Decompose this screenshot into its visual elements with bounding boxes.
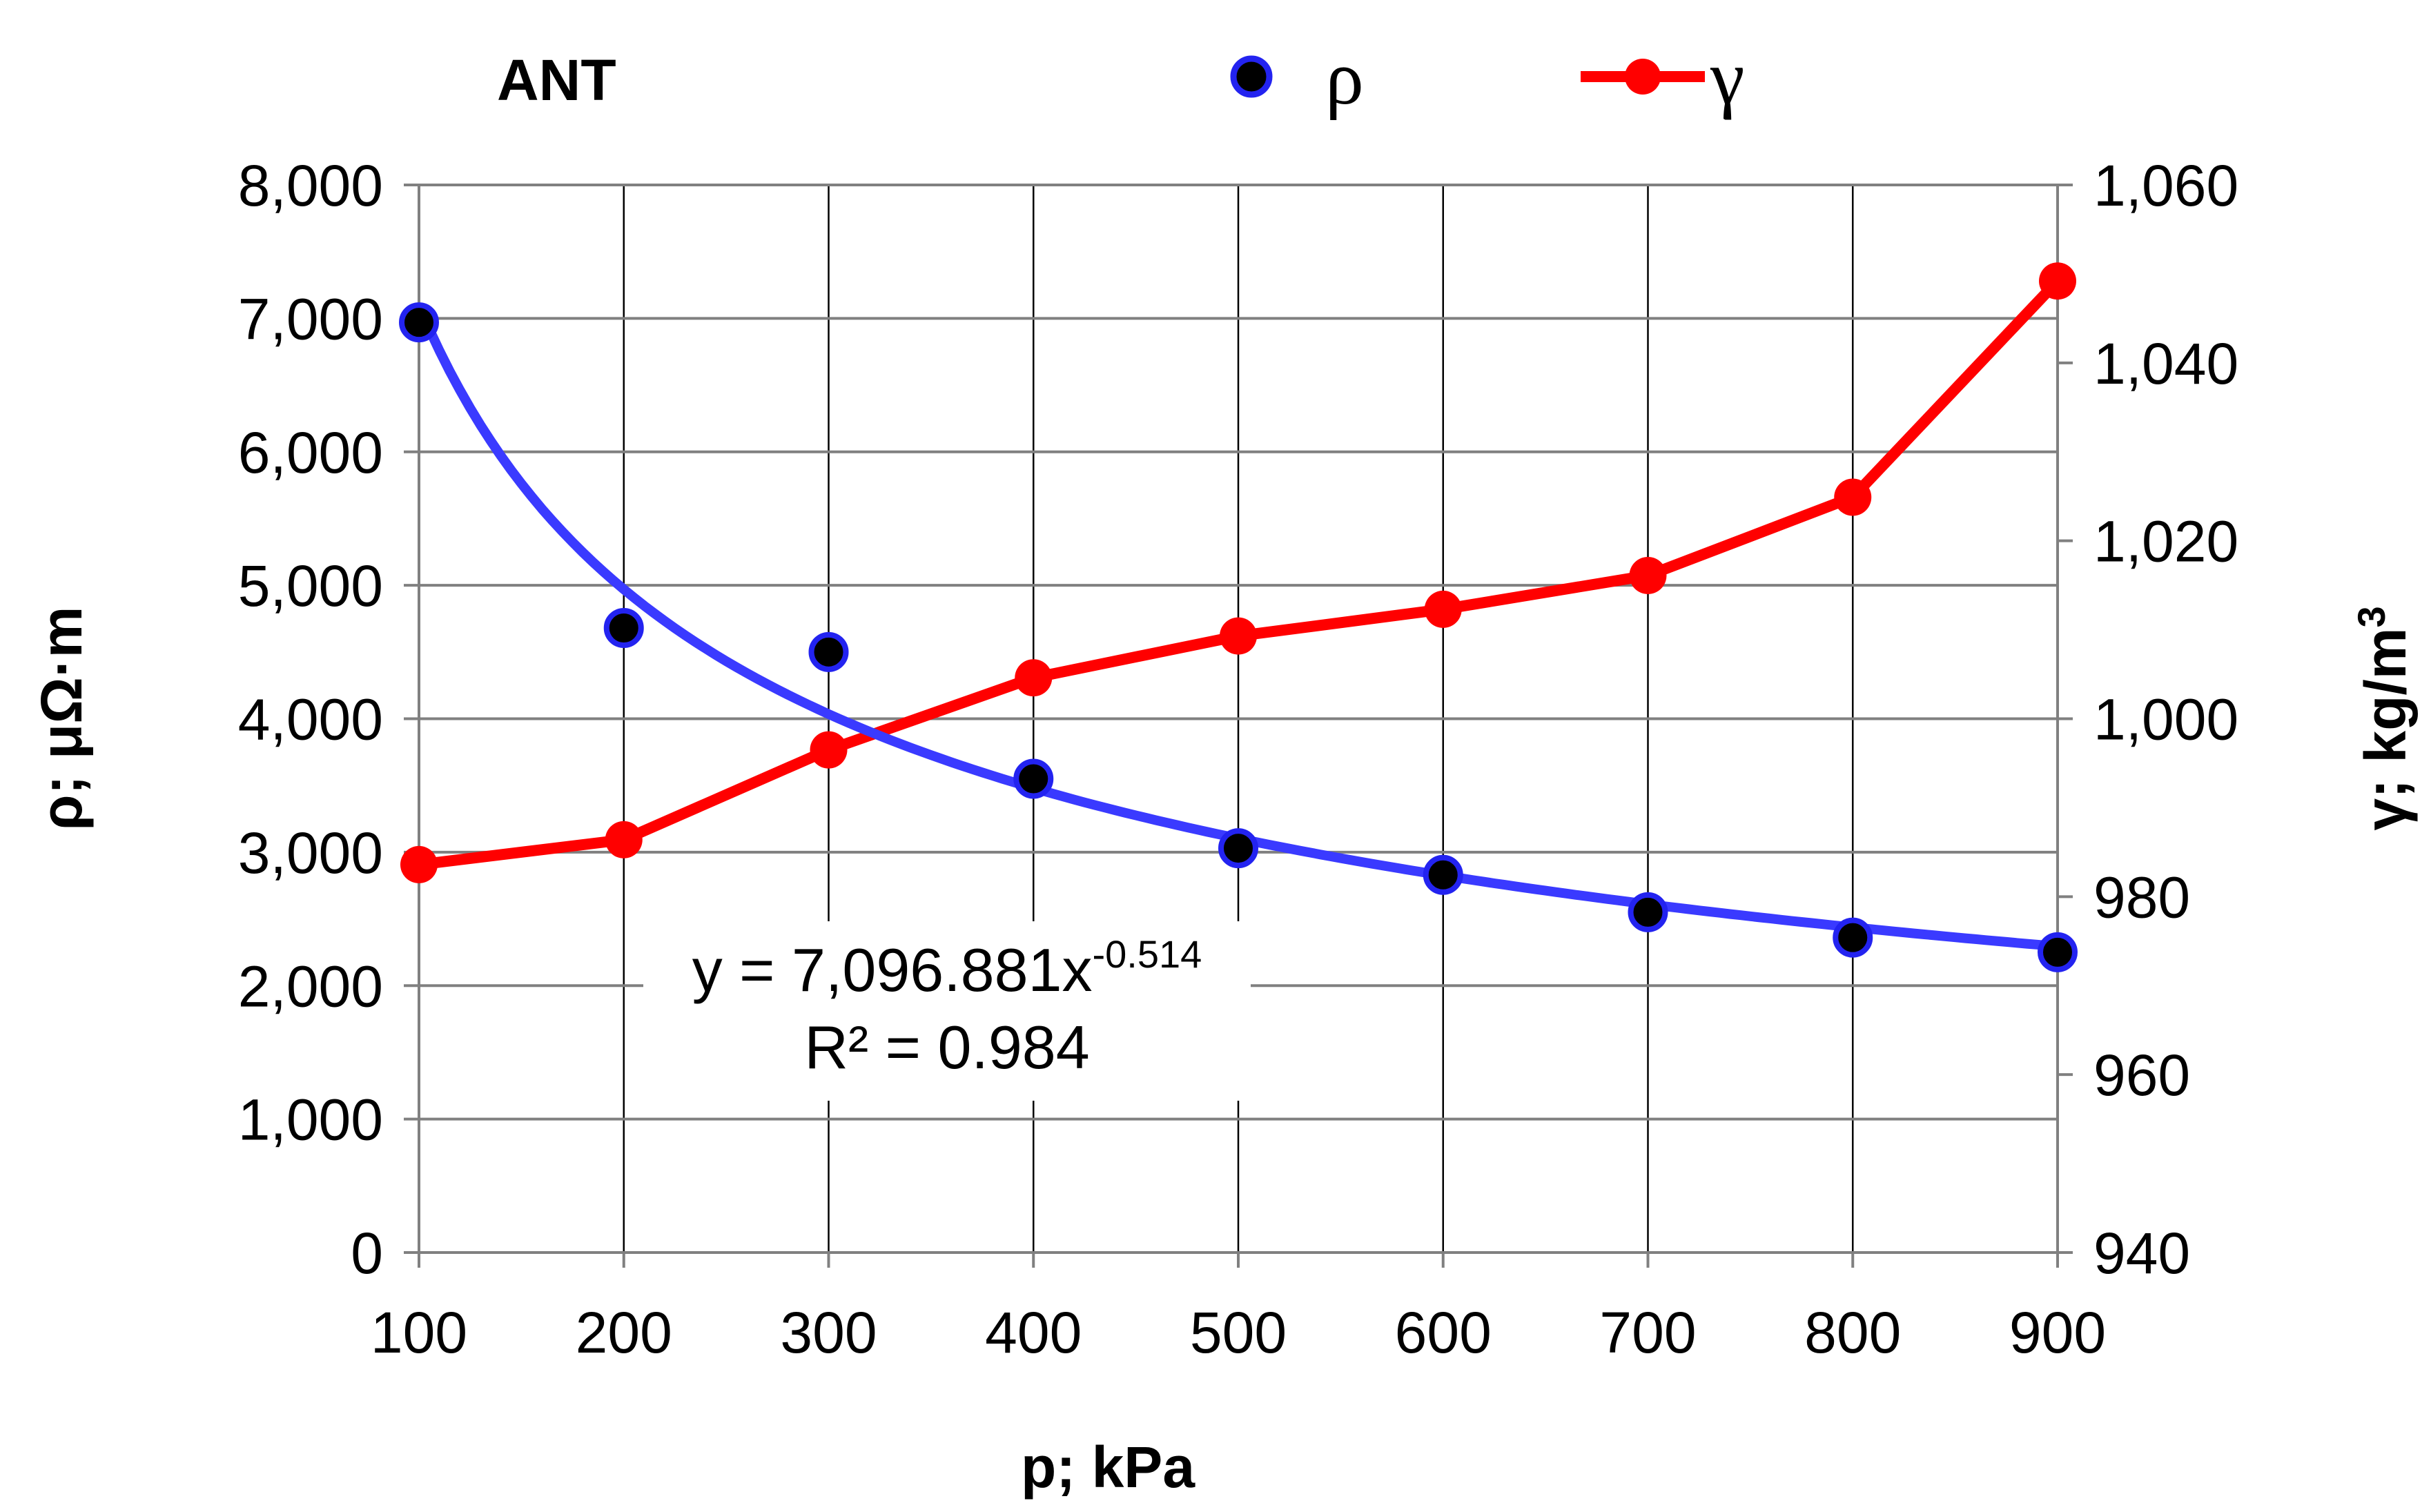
left-y-tick-label: 4,000 [238, 687, 383, 752]
point-gamma [400, 845, 438, 883]
point-gamma [1834, 478, 1872, 516]
x-tick-label: 200 [576, 1300, 672, 1365]
x-tick-label: 100 [371, 1300, 467, 1365]
x-axis-title: p; kPa [1021, 1435, 1195, 1500]
legend-marker-rho [1230, 55, 1273, 98]
point-rho [399, 302, 439, 343]
series-layer [399, 262, 2078, 972]
left-y-tick-labels: 0 1,000 2,000 3,000 4,000 5,000 6,000 7,000 8,00… [238, 153, 383, 1286]
trendline-equation-base: y = 7,096.881x [692, 936, 1093, 1004]
left-y-tick-label: 8,000 [238, 153, 383, 218]
point-gamma [2039, 262, 2076, 300]
legend-label-rho: ρ [1325, 35, 1364, 121]
trendline-equation-exponent: -0.514 [1092, 932, 1202, 976]
point-rho [1013, 758, 1054, 799]
left-y-tick-label: 1,000 [238, 1088, 383, 1152]
point-gamma [605, 821, 643, 858]
right-y-tick-label: 940 [2093, 1221, 2190, 1286]
right-y-tick-label: 1,000 [2093, 687, 2238, 752]
point-gamma [1629, 556, 1667, 594]
x-tick-label: 600 [1395, 1300, 1492, 1365]
right-y-tick-label: 960 [2093, 1043, 2190, 1108]
point-rho [1628, 892, 1668, 932]
legend-label-gamma: γ [1710, 35, 1745, 121]
x-tick-label: 400 [985, 1300, 1082, 1365]
point-rho [1218, 828, 1258, 869]
x-tick-label: 300 [780, 1300, 877, 1365]
trendline-label-background [643, 921, 1251, 1101]
left-y-tick-label: 6,000 [238, 420, 383, 485]
x-tick-label: 500 [1190, 1300, 1287, 1365]
point-rho [1423, 854, 1463, 895]
point-gamma [810, 731, 848, 769]
right-y-tick-label: 1,020 [2093, 509, 2238, 574]
left-y-tick-label: 0 [351, 1221, 383, 1286]
left-y-axis-title: ρ; μΩ·m [29, 607, 94, 831]
right-y-tick-label: 1,040 [2093, 331, 2238, 396]
point-rho [1833, 917, 1873, 958]
x-tick-label: 700 [1599, 1300, 1696, 1365]
point-gamma [1015, 659, 1053, 697]
legend: ρ γ [1230, 35, 1745, 121]
trendline-equation: y = 7,096.881x-0.514 [692, 932, 1202, 1004]
left-y-tick-label: 3,000 [238, 821, 383, 885]
right-y-axis-title: γ; kg/m3 [2350, 606, 2418, 830]
x-tick-label: 900 [2009, 1300, 2106, 1365]
point-gamma [1424, 590, 1462, 628]
right-y-tick-labels: 940 960 980 1,000 1,020 1,040 1,060 [2093, 153, 2238, 1286]
point-rho [808, 631, 849, 672]
right-y-tick-label: 980 [2093, 865, 2190, 930]
point-gamma [1220, 617, 1257, 655]
left-y-tick-label: 7,000 [238, 286, 383, 351]
x-tick-label: 800 [1804, 1300, 1901, 1365]
legend-marker-gamma [1625, 59, 1661, 95]
plot-area-border [418, 184, 2059, 1254]
point-rho [2038, 932, 2078, 972]
left-y-tick-label: 5,000 [238, 553, 383, 618]
point-rho [603, 608, 644, 649]
chart-title: ANT [497, 48, 616, 112]
right-y-tick-label: 1,060 [2093, 153, 2238, 218]
left-y-tick-label: 2,000 [238, 954, 383, 1019]
trendline-r-squared: R² = 0.984 [804, 1013, 1089, 1081]
x-tick-labels: 100 200 300 400 500 600 700 800 900 [371, 1300, 2106, 1365]
right-y-axis-title-text: γ; kg/m [2353, 628, 2418, 831]
right-y-axis-title-sup: 3 [2350, 606, 2393, 627]
